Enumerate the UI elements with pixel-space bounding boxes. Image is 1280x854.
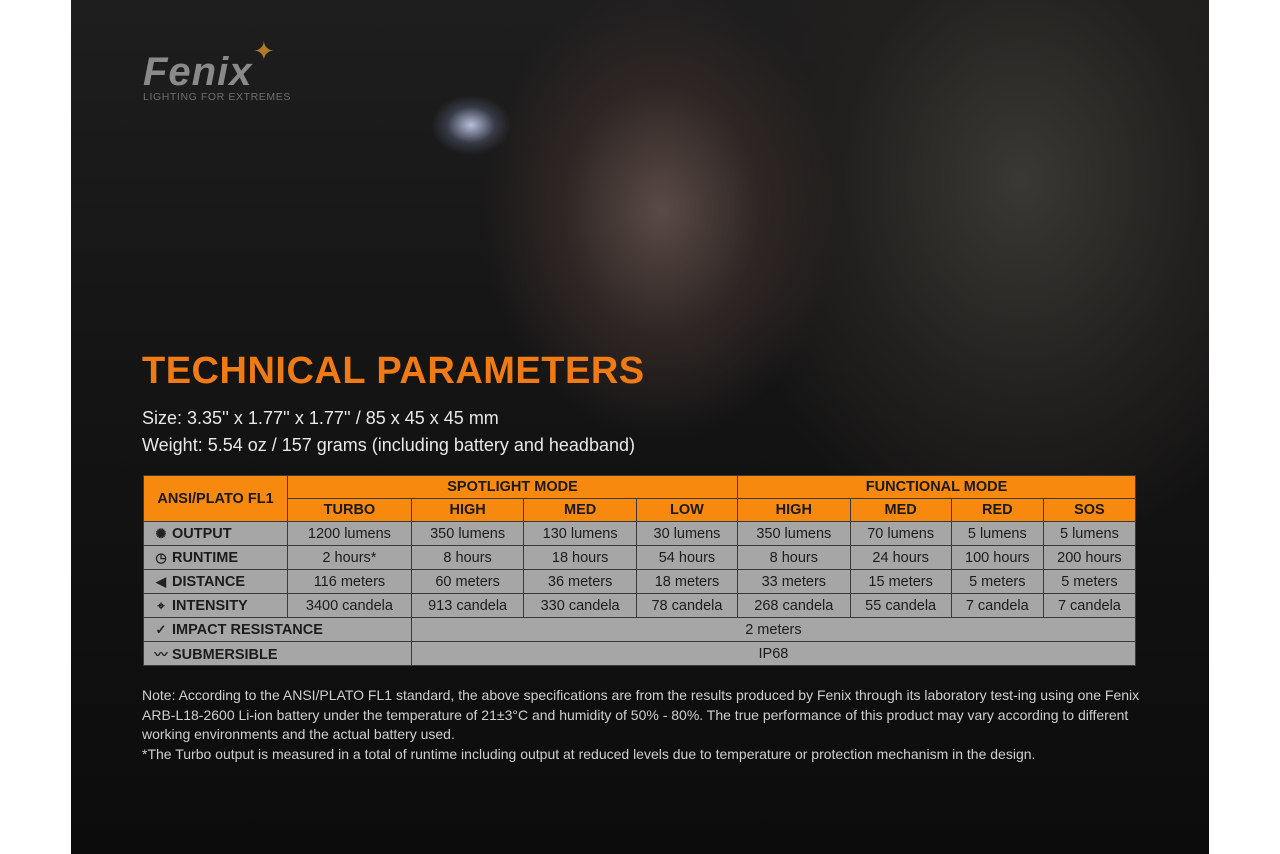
table-cell: 1200 lumens — [287, 521, 412, 546]
table-cell: 30 lumens — [635, 521, 739, 546]
table-cell: 5 meters — [950, 569, 1044, 594]
table-cell: 116 meters — [287, 569, 412, 594]
table-cell: 100 hours — [950, 545, 1044, 570]
table-row: ⌖ INTENSITY 3400 candela 913 candela 330 can… — [143, 593, 1137, 618]
product-spec-sheet: ✦ Fenix LIGHTING FOR EXTREMES TECHNICAL … — [71, 0, 1209, 854]
row-header: ✺ OUTPUT — [143, 521, 288, 546]
table-row: ✺ OUTPUT 1200 lumens 350 lumens 130 lumens 30… — [143, 521, 1137, 546]
mode-header: HIGH — [737, 498, 851, 522]
table-cell: 54 hours — [635, 545, 739, 570]
table-row: ✓ IMPACT RESISTANCE 2 meters — [143, 617, 1137, 642]
row-header: ⌖ INTENSITY — [143, 593, 288, 618]
table-row: 〰 SUBMERSIBLE IP68 — [143, 641, 1137, 666]
table-cell: 5 meters — [1042, 569, 1137, 594]
table-cell: 8 hours — [737, 545, 851, 570]
table-cell: 2 hours* — [287, 545, 412, 570]
row-header: ◀ DISTANCE — [143, 569, 288, 594]
table-cell: 55 candela — [849, 593, 952, 618]
table-cell: 2 meters — [410, 617, 1137, 642]
row-label: OUTPUT — [172, 525, 232, 542]
table-cell: 15 meters — [849, 569, 952, 594]
row-header: ◷ RUNTIME — [143, 545, 288, 570]
table-cell: 78 candela — [635, 593, 739, 618]
beam-distance-icon: ◀ — [156, 573, 166, 589]
table-cell: 7 candela — [950, 593, 1044, 618]
footnote-text: *The Turbo output is measured in a total… — [142, 745, 1036, 762]
row-label: SUBMERSIBLE — [172, 647, 278, 663]
table-cell: 200 hours — [1042, 545, 1137, 570]
table-cell: 268 candela — [737, 593, 851, 618]
table-cell: 7 candela — [1042, 593, 1137, 618]
logo-tagline: LIGHTING FOR EXTREMES — [143, 91, 291, 103]
table-cell: 33 meters — [737, 569, 851, 594]
group-header: SPOTLIGHT MODE — [286, 475, 739, 499]
fenix-logo: ✦ Fenix LIGHTING FOR EXTREMES — [143, 36, 291, 103]
page-title: TECHNICAL PARAMETERS — [142, 350, 645, 392]
table-cell: IP68 — [410, 641, 1137, 666]
table-cell: 24 hours — [849, 545, 952, 570]
row-label: IMPACT RESISTANCE — [172, 621, 323, 638]
mode-header: MED — [523, 498, 637, 522]
table-cell: 5 lumens — [950, 521, 1044, 546]
table-cell: 60 meters — [410, 569, 525, 594]
weight-spec: Weight: 5.54 oz / 157 grams (including b… — [142, 435, 635, 455]
mode-header: RED — [950, 498, 1044, 522]
group-header: FUNCTIONAL MODE — [737, 475, 1136, 499]
light-rays-icon: ✺ — [155, 525, 167, 541]
table-cell: 350 lumens — [737, 521, 851, 546]
table-cell: 913 candela — [410, 593, 525, 618]
mode-header: LOW — [635, 498, 739, 522]
table-cell: 8 hours — [410, 545, 525, 570]
row-label: DISTANCE — [172, 573, 246, 590]
size-spec: Size: 3.35'' x 1.77'' x 1.77'' / 85 x 45… — [142, 408, 499, 428]
logo-brand: Fenix — [143, 50, 253, 94]
impact-check-icon: ✓ — [155, 621, 167, 637]
mode-header: HIGH — [410, 498, 525, 522]
crosshair-icon: ⌖ — [157, 597, 165, 613]
mode-header: MED — [849, 498, 952, 522]
mode-header: SOS — [1042, 498, 1137, 522]
star-icon: ✦ — [253, 36, 275, 66]
table-cell: 3400 candela — [287, 593, 412, 618]
note-text: Note: According to the ANSI/PLATO FL1 st… — [142, 687, 1140, 742]
table-cell: 130 lumens — [523, 521, 637, 546]
table-cell: 18 meters — [635, 569, 739, 594]
table-cell: 5 lumens — [1042, 521, 1137, 546]
clock-icon: ◷ — [155, 549, 167, 565]
row-label: RUNTIME — [172, 549, 239, 566]
table-cell: 18 hours — [523, 545, 637, 570]
spec-table: ANSI/PLATO FL1 SPOTLIGHT MODE FUNCTIONAL… — [143, 475, 1137, 666]
row-label: INTENSITY — [172, 597, 248, 614]
table-row: ◷ RUNTIME 2 hours* 8 hours 18 hours 54 hours 8… — [143, 545, 1137, 570]
table-cell: 350 lumens — [410, 521, 525, 546]
corner-header: ANSI/PLATO FL1 — [143, 475, 288, 522]
table-row: ◀ DISTANCE 116 meters 60 meters 36 meters 18 … — [143, 569, 1137, 594]
note-block: Note: According to the ANSI/PLATO FL1 st… — [142, 686, 1142, 764]
table-cell: 36 meters — [523, 569, 637, 594]
mode-header: TURBO — [287, 498, 412, 522]
water-drop-icon: 〰 — [154, 647, 168, 662]
table-cell: 70 lumens — [849, 521, 952, 546]
table-cell: 330 candela — [523, 593, 637, 618]
